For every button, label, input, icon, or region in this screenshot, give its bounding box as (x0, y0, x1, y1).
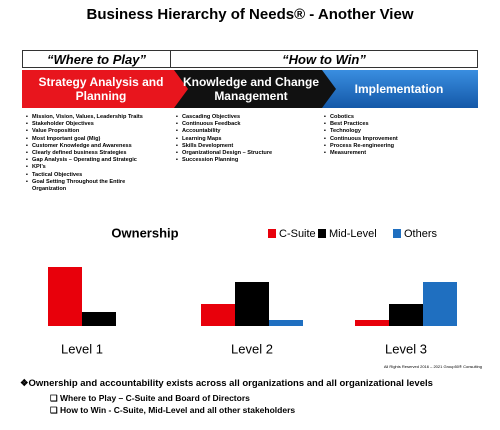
legend-label: C-Suite (279, 228, 316, 240)
x-tick-label: Level 1 (61, 341, 103, 356)
list-item: Mission, Vision, Values, Leadership Trai… (26, 114, 156, 121)
arrow-knowledge (170, 70, 336, 108)
list-item: Value Proposition (26, 128, 156, 135)
bar (82, 312, 116, 326)
list-item: Tactical Objectives (26, 172, 156, 179)
legend-swatch (318, 229, 326, 238)
list-item: Process Re-engineering (324, 143, 464, 150)
bar (269, 320, 303, 326)
item-list: Cascading ObjectivesContinuous FeedbackA… (176, 114, 316, 165)
chart-title: Ownership (111, 225, 178, 240)
bar (201, 304, 235, 326)
arrow-label-box: Strategy Analysis and Planning (38, 75, 164, 103)
arrow-label-box: Implementation (354, 82, 444, 96)
x-tick-label: Level 2 (231, 341, 273, 356)
list-item: Skills Development (176, 143, 316, 150)
list-item: Gap Analysis – Operating and Strategic (26, 157, 156, 164)
phase-heading: “How to Win” (170, 50, 478, 68)
list-item: Succession Planning (176, 157, 316, 164)
bar (423, 282, 457, 326)
legend-swatch (268, 229, 276, 238)
arrow-label: Implementation (354, 82, 444, 96)
item-list: Mission, Vision, Values, Leadership Trai… (26, 114, 156, 193)
legend-label: Others (404, 228, 438, 240)
list-item: Clearly defined business Strategies (26, 150, 156, 157)
bar (389, 304, 423, 326)
chart: Ownership C-Suite Mid-Level Others Level 1 Le… (48, 225, 457, 356)
list-item: Continuous Feedback (176, 121, 316, 128)
list-item: Best Practices (324, 121, 464, 128)
list-item: Most Important goal (Mig) (26, 136, 156, 143)
list-item: Organizational Design – Structure (176, 150, 316, 157)
title: Business Hierarchy of Needs® - Another V… (86, 6, 414, 23)
legend-swatch (393, 229, 401, 238)
summary-points: Where to Play – C-Suite and Board of Dir… (50, 392, 295, 416)
phase-heading: “Where to Play” (22, 50, 171, 68)
list-item: Stakeholder Objectives (26, 121, 156, 128)
x-tick-label: Level 3 (385, 341, 427, 356)
copyright: All Rights Reserved 2016 – 2021 Group50®… (383, 364, 482, 369)
arrow-strategy (22, 70, 188, 108)
list-item: Goal Setting Throughout the Entire Organ… (26, 179, 156, 193)
summary-headline: Ownership and accountability exists acro… (20, 378, 433, 389)
bar (355, 320, 389, 326)
list-item: Cascading Objectives (176, 114, 316, 121)
list-item: Customer Knowledge and Awareness (26, 143, 156, 150)
summary-point: Where to Play – C-Suite and Board of Dir… (50, 392, 295, 404)
list-item: Measurement (324, 150, 464, 157)
legend-label: Mid-Level (329, 228, 377, 240)
arrow-label: Strategy Analysis and Planning (38, 75, 164, 103)
arrow-implementation (318, 70, 478, 108)
item-list: CoboticsBest PracticesTechnologyContinuo… (324, 114, 464, 157)
list-item: Continuous Improvement (324, 136, 464, 143)
list-item: Cobotics (324, 114, 464, 121)
summary-point: How to Win - C-Suite, Mid-Level and all … (50, 404, 295, 416)
list-item: Technology (324, 128, 464, 135)
list-item: Learning Maps (176, 136, 316, 143)
list-item: KPI’s (26, 164, 156, 171)
arrow-label-box: Knowledge and Change Management (182, 75, 319, 103)
list-item: Accountability (176, 128, 316, 135)
bar (48, 267, 82, 326)
bar (235, 282, 269, 326)
arrow-label: Knowledge and Change Management (182, 75, 319, 103)
